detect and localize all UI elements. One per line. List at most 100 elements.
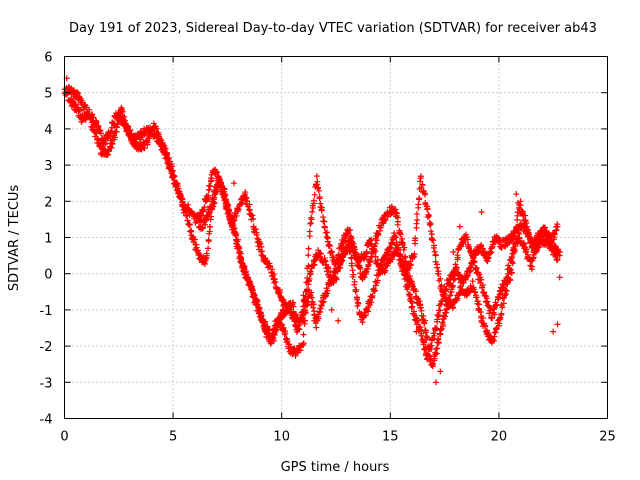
data-point — [491, 311, 498, 318]
data-point — [314, 178, 321, 185]
grid — [64, 56, 608, 419]
data-point — [507, 277, 514, 284]
data-point — [284, 336, 291, 343]
data-point — [545, 232, 552, 239]
data-point — [523, 220, 530, 227]
data-point — [408, 304, 415, 311]
data-point — [319, 299, 326, 306]
data-point — [310, 204, 317, 211]
data-point — [337, 258, 344, 265]
data-point — [394, 218, 401, 225]
data-point — [405, 283, 412, 290]
data-point — [357, 265, 364, 272]
data-point — [206, 186, 213, 193]
data-point — [210, 196, 217, 203]
data-point — [132, 139, 139, 146]
data-point — [235, 207, 242, 214]
data-point — [450, 277, 457, 284]
data-point — [541, 224, 548, 231]
data-point — [72, 101, 79, 108]
data-point — [205, 245, 212, 252]
data-point — [317, 251, 324, 258]
data-point — [431, 248, 438, 255]
data-point — [363, 248, 370, 255]
data-point — [303, 279, 310, 286]
data-point — [118, 108, 125, 115]
data-point — [300, 317, 307, 324]
data-point — [321, 224, 328, 231]
data-point — [448, 288, 455, 295]
data-point — [299, 314, 306, 321]
x-tick-label: 15 — [382, 430, 399, 445]
data-point — [205, 192, 212, 199]
data-point — [205, 238, 212, 245]
data-point — [508, 236, 515, 243]
data-point — [201, 204, 208, 211]
data-point — [277, 289, 284, 296]
y-tick-label: 6 — [44, 51, 52, 66]
data-point — [355, 300, 362, 307]
data-point — [308, 216, 315, 223]
data-point — [181, 207, 188, 214]
data-point — [95, 122, 102, 129]
data-point — [430, 244, 437, 251]
data-point — [311, 317, 318, 324]
data-point — [353, 286, 360, 293]
data-point — [498, 310, 505, 317]
data-point — [226, 207, 233, 214]
data-point — [305, 262, 312, 269]
data-point — [144, 139, 151, 146]
data-point — [473, 265, 480, 272]
data-point — [517, 198, 524, 205]
data-point — [522, 217, 529, 224]
data-point — [92, 129, 99, 136]
data-point — [354, 294, 361, 301]
data-point — [440, 323, 447, 330]
data-point — [326, 241, 333, 248]
data-point — [497, 290, 504, 297]
y-tick-label: 1 — [44, 232, 52, 247]
data-point — [121, 113, 128, 120]
y-tick-label: -3 — [40, 376, 53, 391]
data-point — [403, 276, 410, 283]
data-point — [415, 201, 422, 208]
data-point — [280, 324, 287, 331]
data-point — [450, 248, 457, 255]
data-point — [446, 279, 453, 286]
data-point — [309, 208, 316, 215]
data-point — [251, 292, 258, 299]
data-point — [108, 144, 115, 151]
data-point — [300, 331, 307, 338]
data-point — [471, 258, 478, 265]
data-point — [552, 250, 559, 257]
data-point — [194, 247, 201, 254]
x-tick-label: 20 — [491, 430, 508, 445]
data-point — [437, 307, 444, 314]
data-point — [438, 282, 445, 289]
data-point — [528, 263, 535, 270]
data-point — [397, 252, 404, 259]
data-point — [332, 260, 339, 267]
data-point — [412, 288, 419, 295]
x-tick-label: 25 — [599, 430, 616, 445]
data-point — [362, 312, 369, 319]
data-point — [233, 212, 240, 219]
data-point — [162, 145, 169, 152]
data-point — [516, 234, 523, 241]
data-point — [426, 221, 433, 228]
data-point — [422, 317, 429, 324]
data-point — [461, 234, 468, 241]
data-point — [268, 339, 275, 346]
data-points — [61, 75, 563, 386]
data-point — [378, 261, 385, 268]
data-point — [414, 319, 421, 326]
data-point — [111, 134, 118, 141]
data-point — [95, 135, 102, 142]
data-point — [307, 220, 314, 227]
data-point — [258, 243, 265, 250]
data-point — [334, 268, 341, 275]
data-point — [234, 236, 241, 243]
data-point — [495, 294, 502, 301]
data-point — [318, 302, 325, 309]
data-point — [311, 312, 318, 319]
